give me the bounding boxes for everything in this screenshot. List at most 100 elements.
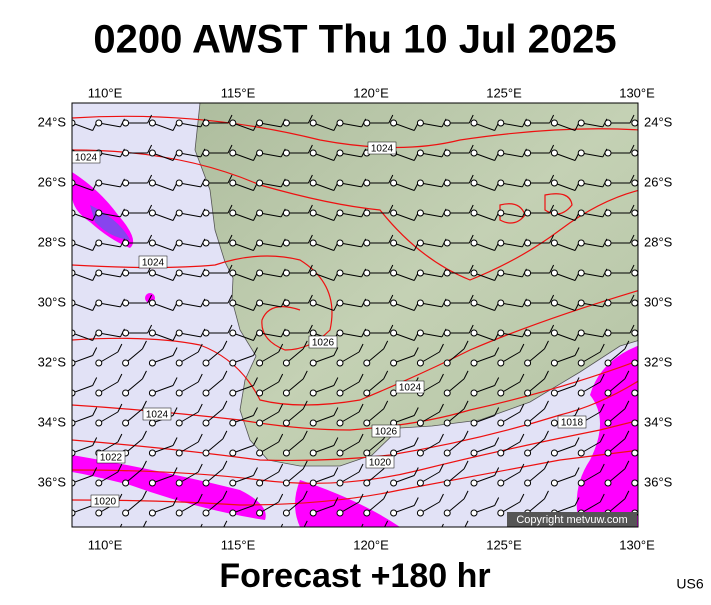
- barb-shaft: [232, 415, 254, 424]
- station: [202, 239, 210, 247]
- barb-flag: [360, 523, 364, 527]
- station: [256, 389, 264, 397]
- station: [443, 299, 451, 307]
- barb-shaft: [393, 302, 415, 311]
- lon-label: 125°E: [486, 537, 522, 552]
- barb-shaft: [232, 385, 254, 394]
- barb-shaft: [554, 152, 576, 161]
- station: [202, 389, 210, 397]
- station: [122, 299, 130, 307]
- station: [256, 509, 264, 517]
- barb-shaft: [178, 351, 199, 364]
- station: [256, 239, 264, 247]
- barb-flag: [333, 377, 339, 386]
- station: [604, 209, 612, 217]
- isobar-label-box: [365, 455, 395, 469]
- wind-patch: [576, 345, 638, 527]
- barb-shaft: [581, 152, 603, 158]
- station: [309, 149, 317, 157]
- station: [337, 540, 343, 546]
- station: [390, 509, 398, 517]
- station: [336, 479, 344, 487]
- station: [416, 479, 424, 487]
- barb-shaft: [393, 332, 415, 341]
- barb-flag: [172, 497, 178, 506]
- station: [631, 269, 638, 277]
- station: [202, 299, 210, 307]
- station: [577, 269, 585, 277]
- barb-flag: [574, 437, 580, 446]
- barb-flag: [655, 153, 659, 161]
- barb-shaft: [72, 182, 93, 191]
- barb-shaft: [473, 415, 495, 424]
- station: [577, 179, 585, 187]
- map-frame: [71, 102, 639, 528]
- station: [577, 389, 585, 397]
- barb-shaft: [527, 408, 545, 424]
- station: [202, 329, 210, 337]
- barb-flag: [655, 437, 659, 445]
- station: [148, 239, 156, 247]
- barb-shaft: [98, 212, 121, 218]
- station: [336, 329, 344, 337]
- station: [550, 479, 558, 487]
- station: [256, 449, 264, 457]
- barb-flag: [383, 340, 389, 350]
- station: [524, 449, 532, 457]
- barb-shaft: [554, 182, 576, 191]
- barb-shaft: [259, 441, 279, 454]
- lon-label: 130°E: [619, 537, 655, 552]
- barb-shaft: [232, 302, 254, 311]
- barb-flag: [413, 347, 419, 356]
- station: [148, 419, 156, 427]
- barb-shaft: [420, 411, 440, 424]
- barb-flag: [383, 400, 389, 410]
- station: [577, 239, 585, 247]
- station: [256, 269, 264, 277]
- barb-shaft: [473, 182, 495, 191]
- station: [309, 209, 317, 217]
- barb-shaft: [313, 505, 335, 514]
- barb-flag: [253, 407, 258, 416]
- station: [95, 389, 103, 397]
- barb-flag: [278, 403, 284, 413]
- station: [256, 179, 264, 187]
- station: [416, 449, 424, 457]
- barb-flag: [278, 433, 284, 443]
- barb-shaft: [420, 212, 443, 218]
- barb-flag: [544, 430, 549, 440]
- barb-shaft: [420, 122, 443, 128]
- barb-shaft: [473, 302, 495, 311]
- barb-flag: [278, 463, 284, 473]
- station: [202, 479, 210, 487]
- barb-flag: [624, 490, 630, 500]
- lon-label: 115°E: [221, 537, 256, 552]
- barb-flag: [223, 520, 228, 527]
- barb-shaft: [393, 182, 415, 191]
- barb-shaft: [473, 122, 495, 131]
- barb-flag: [278, 493, 284, 503]
- station: [497, 449, 505, 457]
- isobar-label: 1018: [561, 418, 584, 429]
- isobar-label-box: [142, 407, 172, 421]
- barb-flag: [599, 493, 605, 503]
- station: [202, 209, 210, 217]
- isobar-label-box: [90, 494, 120, 508]
- barb-shaft: [178, 471, 199, 484]
- isobar-label-box: [96, 450, 126, 464]
- barb-flag: [655, 377, 659, 385]
- station: [336, 119, 344, 127]
- barb-flag: [333, 347, 339, 356]
- barb-flag: [92, 347, 98, 356]
- barb-flag: [142, 340, 147, 350]
- barb-flag: [222, 370, 228, 380]
- barb-flag: [629, 324, 635, 334]
- lat-label: 24°S: [644, 114, 673, 129]
- station: [470, 179, 478, 187]
- station: [95, 479, 103, 487]
- lat-label: 32°S: [38, 354, 67, 369]
- station: [282, 329, 290, 337]
- barb-flag: [494, 437, 500, 446]
- barb-flag: [253, 527, 257, 535]
- station: [390, 389, 398, 397]
